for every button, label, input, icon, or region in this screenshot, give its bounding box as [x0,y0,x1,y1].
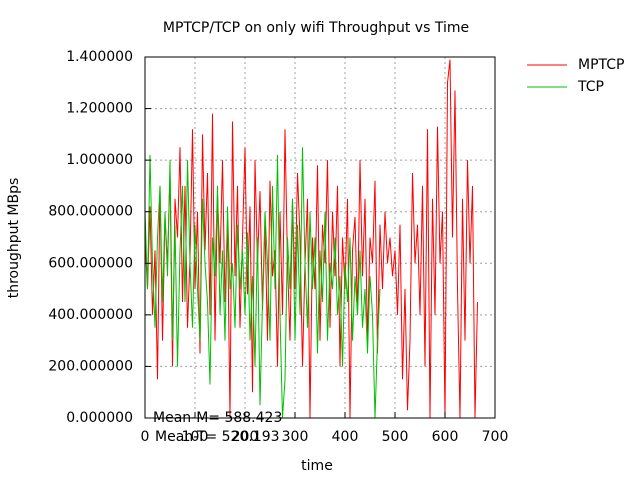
x-tick-label: 0 [141,429,150,445]
x-tick-label: 200 [232,429,259,445]
x-tick-label: 700 [482,429,509,445]
y-tick-label: 400.000000 [48,307,133,323]
legend: MPTCP TCP [527,57,624,95]
x-tick-label: 300 [282,429,309,445]
y-tick-label: 0.000000 [66,410,133,426]
y-tick-label: 600.000000 [48,255,133,271]
x-tick-label: 100 [182,429,209,445]
x-tick-label: 600 [432,429,459,445]
annotation: Mean-T= 520.193 [155,429,280,445]
y-axis-label: throughput MBps [6,178,22,299]
y-tick-label: 200.000000 [48,358,133,374]
y-tick-label: 1.400000 [66,49,133,65]
x-axis-label: time [301,458,333,474]
y-tick-label: 1.000000 [66,152,133,168]
plot-lines [144,59,478,419]
chart-title: MPTCP/TCP on only wifi Throughput vs Tim… [163,20,469,36]
x-tick-label: 500 [382,429,409,445]
y-tick-label: 800.000000 [48,204,133,220]
annotation: Mean-M= 588.423 [153,410,282,426]
y-tick-label: 1.200000 [66,101,133,117]
x-tick-label: 400 [332,429,359,445]
plot-frame [144,56,496,419]
legend-label: TCP [577,79,604,95]
legend-label: MPTCP [578,57,624,73]
ticks: 0.000000 200.000000 400.000000 600.000000 80… [48,49,508,445]
series-line [144,147,381,419]
